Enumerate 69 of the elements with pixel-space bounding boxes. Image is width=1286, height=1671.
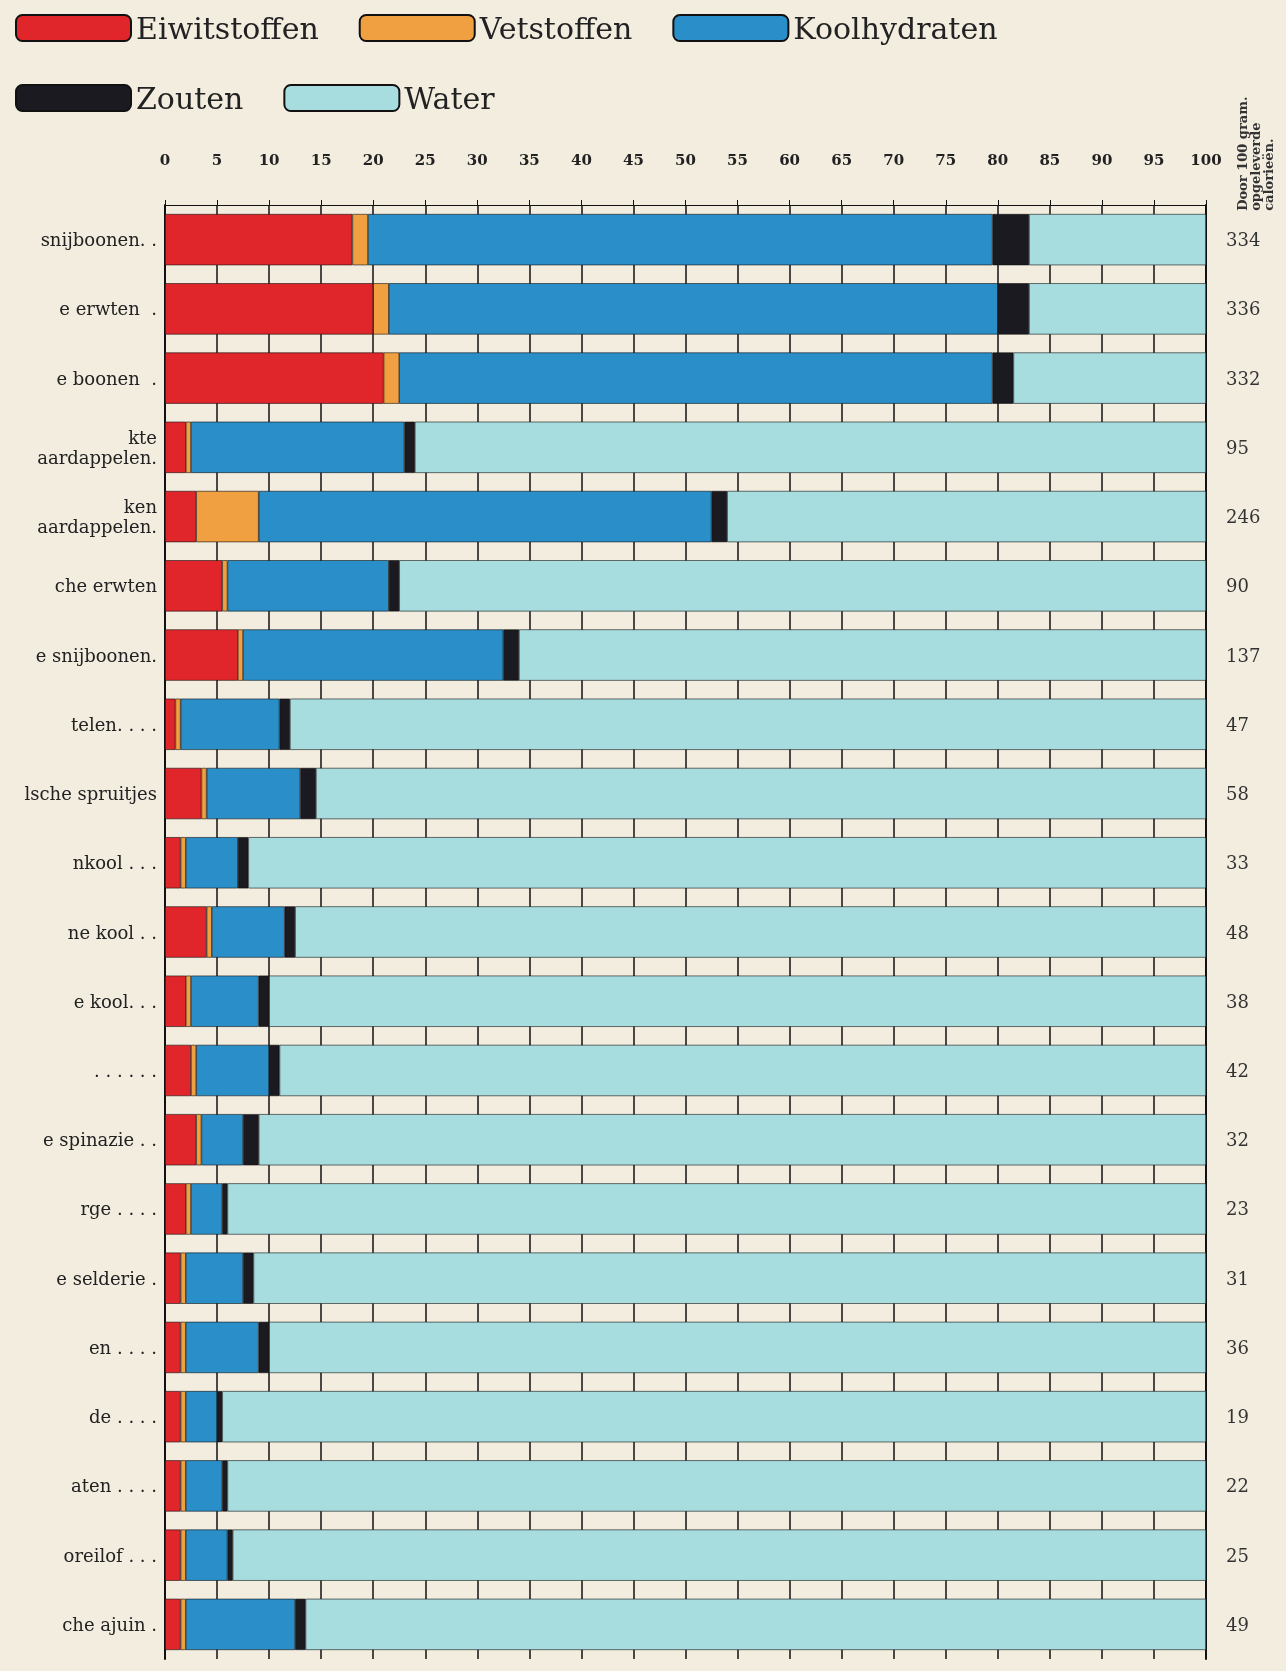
y2-axis-title: Door 100 gram. opgeleverde calorieën.	[1235, 91, 1276, 211]
x-tick-label: 60	[779, 150, 801, 169]
text: 38	[1226, 990, 1249, 1012]
y-tick-label: snijboonen. .	[40, 229, 157, 251]
x-tick-label: 80	[987, 150, 1009, 169]
text: 22	[1226, 1475, 1249, 1497]
x-tick-label: 35	[518, 150, 540, 169]
legend-label: Water	[404, 80, 496, 116]
y-tick-label: ne kool . .	[67, 921, 157, 943]
y-tick-label: e spinazie . .	[43, 1129, 157, 1151]
y-tick-label: aten . . . .	[71, 1475, 157, 1497]
x-tick-label: 0	[159, 150, 171, 169]
x-tick-label: 25	[414, 150, 436, 169]
y-tick-label: oreilof . . .	[63, 1544, 157, 1566]
text: 31	[1226, 1267, 1249, 1289]
text: 42	[1226, 1059, 1249, 1081]
y-tick-label: che erwten	[54, 575, 158, 597]
x-tick-label: 75	[935, 150, 957, 169]
text: 33	[1226, 852, 1249, 874]
y-tick-label: che ajuin .	[62, 1613, 157, 1635]
x-tick-label: 100	[1190, 150, 1222, 169]
text: 336	[1226, 298, 1261, 320]
x-tick-label: 95	[1143, 150, 1165, 169]
text: 90	[1226, 575, 1249, 597]
legend-label: Zouten	[136, 80, 244, 116]
x-tick-label: 15	[310, 150, 332, 169]
x-tick-label: 55	[727, 150, 748, 169]
text: 332	[1226, 367, 1261, 389]
y-tick-label: rge . . . .	[80, 1198, 157, 1220]
y-tick-label: e selderie .	[56, 1267, 157, 1289]
y-tick-label: e boonen .	[56, 367, 157, 389]
x-tick-label: 85	[1039, 150, 1061, 169]
legend-label: Koolhydraten	[793, 10, 998, 46]
y-tick-label: lsche spruitjes	[24, 783, 157, 805]
y-tick-label: ken aardappelen.	[37, 496, 158, 538]
y-tick-label: de . . . .	[89, 1406, 157, 1428]
text: 137	[1226, 644, 1261, 666]
y-tick-label: e kool. . .	[73, 990, 157, 1012]
y-tick-label: kte aardappelen.	[37, 426, 157, 468]
x-tick-label: 20	[362, 150, 384, 169]
x-tick-label: 70	[883, 150, 905, 169]
text: 49	[1226, 1613, 1249, 1635]
text: 36	[1226, 1336, 1249, 1358]
text: 32	[1226, 1129, 1249, 1151]
legend-label: Eiwitstoffen	[136, 10, 319, 46]
text: 25	[1226, 1544, 1249, 1566]
y-tick-label: telen. . . .	[71, 713, 157, 735]
x-tick-label: 45	[623, 150, 644, 169]
y-tick-label: e snijboonen.	[35, 644, 157, 666]
text: 48	[1226, 921, 1249, 943]
x-tick-label: 30	[466, 150, 488, 169]
legend-label: Vetstoffen	[478, 10, 633, 46]
x-tick-label: 90	[1091, 150, 1113, 169]
y-tick-label: e erwten .	[59, 298, 157, 320]
y-tick-label: . . . . . .	[94, 1059, 157, 1081]
text: 95	[1226, 436, 1249, 458]
y-tick-label: en . . . .	[88, 1336, 157, 1358]
text: 47	[1226, 713, 1249, 735]
text: 19	[1226, 1406, 1249, 1428]
x-tick-label: 50	[675, 150, 696, 169]
x-tick-label: 5	[211, 150, 223, 169]
y-tick-label: nkool . . .	[72, 852, 157, 874]
x-tick-label: 10	[258, 150, 280, 169]
text: 246	[1226, 506, 1261, 528]
x-tick-label: 65	[831, 150, 853, 169]
x-tick-label: 40	[570, 150, 592, 169]
text: 23	[1226, 1198, 1249, 1220]
text: 58	[1226, 783, 1249, 805]
text: 334	[1226, 229, 1261, 251]
